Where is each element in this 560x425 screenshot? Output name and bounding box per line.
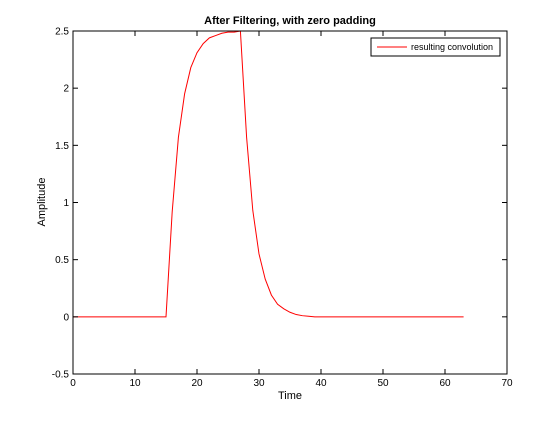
tick-labels: 0 10 20 30 40 50 60 70-0.500.511.522.5	[52, 27, 513, 390]
x-tick-label: 10	[129, 378, 141, 389]
x-tick-label: 70	[501, 378, 513, 389]
ticks	[72, 30, 508, 375]
chart-title: After Filtering, with zero padding	[204, 15, 376, 27]
x-tick-label: 50	[377, 378, 389, 389]
x-tick-label: 40	[315, 378, 327, 389]
legend: resulting convolution	[370, 37, 501, 57]
y-tick-label: 0.5	[55, 255, 69, 266]
y-axis-label: Amplitude	[36, 178, 48, 227]
x-tick-label: 0	[70, 378, 76, 389]
x-tick-label: 30	[253, 378, 265, 389]
legend-box	[370, 37, 501, 57]
legend-label: resulting convolution	[411, 42, 493, 52]
x-tick-label: 20	[191, 378, 203, 389]
plot-area	[73, 31, 507, 374]
plot-lines	[73, 30, 464, 318]
y-tick-label: 1	[63, 198, 69, 209]
x-axis-label: Time	[278, 390, 302, 402]
y-tick-label: 2	[63, 84, 69, 95]
y-tick-label: 1.5	[55, 141, 69, 152]
y-tick-label: -0.5	[52, 370, 70, 381]
series-line	[73, 30, 464, 318]
y-tick-label: 2.5	[55, 27, 69, 38]
x-tick-label: 60	[439, 378, 451, 389]
y-tick-label: 0	[63, 312, 69, 323]
